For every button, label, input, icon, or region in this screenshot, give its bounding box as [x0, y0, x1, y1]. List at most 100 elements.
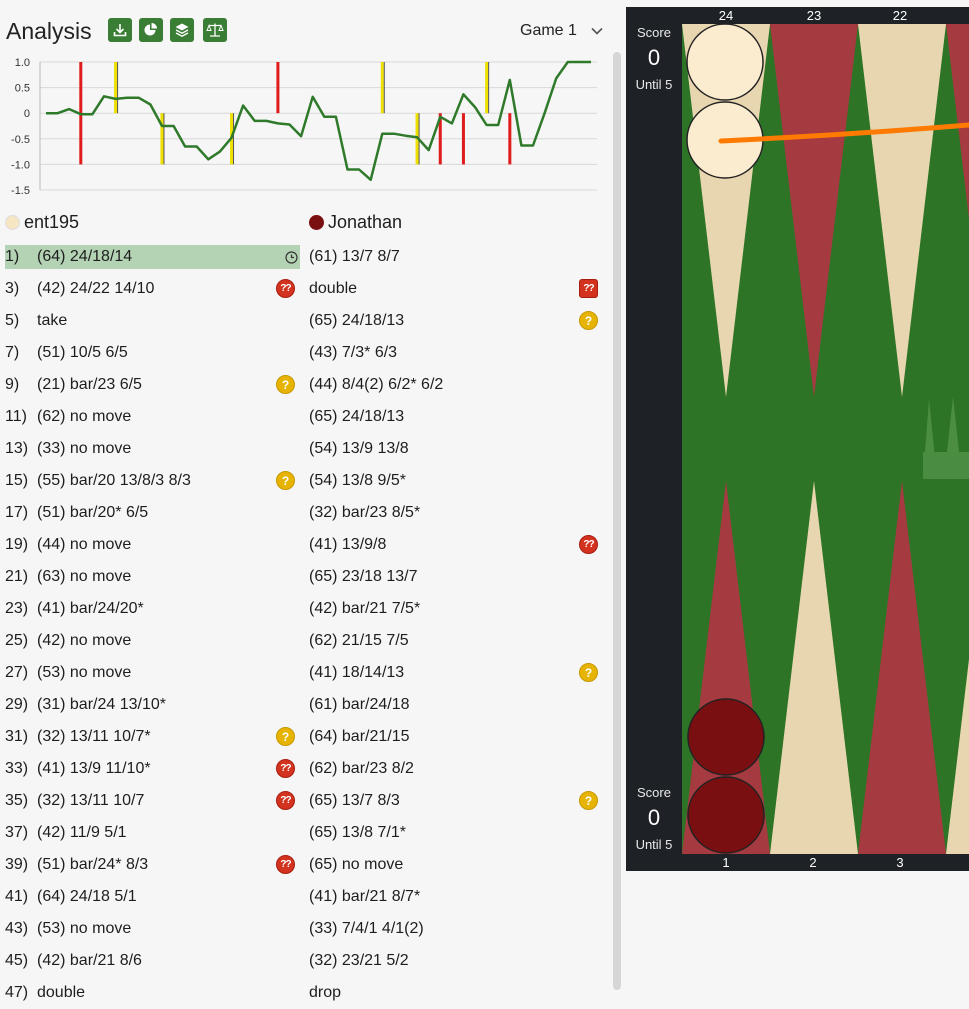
balance-button[interactable] — [203, 18, 227, 42]
point-23[interactable] — [770, 24, 858, 397]
move-number: 23) — [5, 600, 29, 617]
move-number: 21) — [5, 568, 29, 585]
move-player-2[interactable]: (61) bar/24/18 — [309, 696, 410, 713]
move-row: 17) (51) bar/20* 6/5 (32) bar/23 8/5* — [0, 497, 612, 529]
layers-icon — [175, 23, 189, 37]
move-player-2[interactable]: (54) 13/8 9/5* — [309, 472, 406, 489]
move-player-2[interactable]: (65) no move — [309, 856, 404, 873]
checker-red[interactable] — [687, 698, 765, 776]
move-player-1[interactable]: (41) bar/24/20* — [37, 600, 144, 617]
move-player-1[interactable]: (31) bar/24 13/10* — [37, 696, 166, 713]
move-player-2[interactable]: (32) bar/23 8/5* — [309, 504, 421, 521]
checker-red[interactable] — [687, 776, 765, 854]
move-number: 35) — [5, 792, 29, 809]
doubtful-move-icon: ? — [579, 311, 598, 330]
move-player-1[interactable]: (64) 24/18/14 — [37, 248, 133, 265]
move-player-1[interactable]: (62) no move — [37, 408, 132, 425]
move-player-1[interactable]: take — [37, 312, 68, 329]
move-player-2[interactable]: drop — [309, 984, 342, 1001]
move-row: 15) (55) bar/20 13/8/3 8/3 (54) 13/8 9/5*? — [0, 465, 612, 497]
move-player-2[interactable]: (41) bar/21 8/7* — [309, 888, 421, 905]
move-player-2[interactable]: (44) 8/4(2) 6/2* 6/2 — [309, 376, 444, 393]
backgammon-board[interactable]: Score 0 Until 5 Score 0 Until 5 24 23 22… — [626, 7, 969, 871]
move-player-1[interactable]: (51) bar/20* 6/5 — [37, 504, 149, 521]
move-player-2[interactable]: (33) 7/4/1 4/1(2) — [309, 920, 424, 937]
doubtful-move-icon: ? — [276, 727, 295, 746]
move-player-2[interactable]: (54) 13/9 13/8 — [309, 440, 409, 457]
move-player-1[interactable]: (41) 13/9 11/10* — [37, 760, 151, 777]
move-player-2[interactable]: (65) 13/7 8/3 — [309, 792, 400, 809]
layers-button[interactable] — [170, 18, 194, 42]
point-21[interactable] — [946, 24, 969, 397]
move-player-2[interactable]: (43) 7/3* 6/3 — [309, 344, 398, 361]
move-player-2[interactable]: (62) bar/23 8/2 — [309, 760, 414, 777]
bottom-score: 0 — [647, 805, 661, 830]
download-button[interactable] — [108, 18, 132, 42]
player-1-checker-icon — [5, 215, 20, 230]
move-row: 25) (42) no move (62) 21/15 7/5 — [0, 625, 612, 657]
point-label-22: 22 — [892, 8, 908, 23]
move-number: 19) — [5, 536, 29, 553]
move-player-2[interactable]: (64) bar/21/15 — [309, 728, 410, 745]
doubtful-move-icon: ? — [276, 471, 295, 490]
move-player-1[interactable]: (42) 11/9 5/1 — [37, 824, 127, 841]
move-row: 9) (21) bar/23 6/5 (44) 8/4(2) 6/2* 6/2? — [0, 369, 612, 401]
download-icon — [113, 24, 127, 37]
blunder-icon: ?? — [579, 535, 598, 554]
move-player-1[interactable]: (42) bar/21 8/6 — [37, 952, 142, 969]
move-player-2[interactable]: (65) 23/18 13/7 — [309, 568, 418, 585]
move-player-2[interactable]: (32) 23/21 5/2 — [309, 952, 409, 969]
cube-blunder-icon: ?? — [579, 279, 598, 298]
point-22[interactable] — [858, 24, 946, 397]
move-row: 39) (51) bar/24* 8/3 (65) no move?? — [0, 849, 612, 881]
move-player-1[interactable]: (42) no move — [37, 632, 132, 649]
move-player-2[interactable]: (62) 21/15 7/5 — [309, 632, 409, 649]
point-label-1: 1 — [722, 855, 730, 870]
move-player-1[interactable]: (55) bar/20 13/8/3 8/3 — [37, 472, 191, 489]
checker-white[interactable] — [686, 23, 764, 101]
move-row: 37) (42) 11/9 5/1 (65) 13/8 7/1* — [0, 817, 612, 849]
move-player-1[interactable]: double — [37, 984, 86, 1001]
move-player-1[interactable]: (32) 13/11 10/7 — [37, 792, 145, 809]
move-number: 29) — [5, 696, 29, 713]
move-player-1[interactable]: (53) no move — [37, 664, 132, 681]
pie-chart-button[interactable] — [139, 18, 163, 42]
move-player-1[interactable]: (42) 24/22 14/10 — [37, 280, 155, 297]
blunder-icon: ?? — [276, 855, 295, 874]
doubtful-move-icon: ? — [579, 663, 598, 682]
player-2: Jonathan — [309, 212, 402, 233]
move-player-2[interactable]: (41) 18/14/13 — [309, 664, 405, 681]
move-row: 29) (31) bar/24 13/10* (61) bar/24/18 — [0, 689, 612, 721]
move-player-2[interactable]: (65) 24/18/13 — [309, 408, 405, 425]
move-player-2[interactable]: (65) 24/18/13 — [309, 312, 405, 329]
game-select[interactable]: Game 1 — [520, 22, 603, 40]
move-player-2[interactable]: (42) bar/21 7/5* — [309, 600, 421, 617]
move-row: 11) (62) no move (65) 24/18/13 — [0, 401, 612, 433]
move-number: 13) — [5, 440, 29, 457]
move-player-1[interactable]: (51) bar/24* 8/3 — [37, 856, 149, 873]
move-list: 1) (64) 24/18/14 (61) 13/7 8/7 3) (42) 24/22… — [0, 241, 612, 1009]
move-number: 5) — [5, 312, 20, 329]
point-3[interactable] — [858, 481, 946, 854]
move-number: 47) — [5, 984, 29, 1001]
move-arrow — [718, 122, 969, 144]
move-player-1[interactable]: (33) no move — [37, 440, 132, 457]
point-2[interactable] — [770, 481, 858, 854]
move-player-1[interactable]: (51) 10/5 6/5 — [37, 344, 128, 361]
y-tick-label: 0.5 — [15, 83, 30, 95]
move-number: 1) — [5, 248, 20, 265]
move-player-2[interactable]: (65) 13/8 7/1* — [309, 824, 406, 841]
move-player-1[interactable]: (21) bar/23 6/5 — [37, 376, 142, 393]
y-tick-label: -1.0 — [11, 159, 30, 171]
move-player-2[interactable]: (61) 13/7 8/7 — [309, 248, 400, 265]
move-number: 9) — [5, 376, 20, 393]
move-player-1[interactable]: (63) no move — [37, 568, 132, 585]
move-player-1[interactable]: (44) no move — [37, 536, 132, 553]
move-player-1[interactable]: (53) no move — [37, 920, 132, 937]
move-player-1[interactable]: (64) 24/18 5/1 — [37, 888, 137, 905]
move-player-1[interactable]: (32) 13/11 10/7* — [37, 728, 151, 745]
point-4[interactable] — [946, 481, 969, 854]
scrollbar[interactable] — [613, 52, 621, 990]
move-player-2[interactable]: double — [309, 280, 358, 297]
move-player-2[interactable]: (41) 13/9/8 — [309, 536, 387, 553]
